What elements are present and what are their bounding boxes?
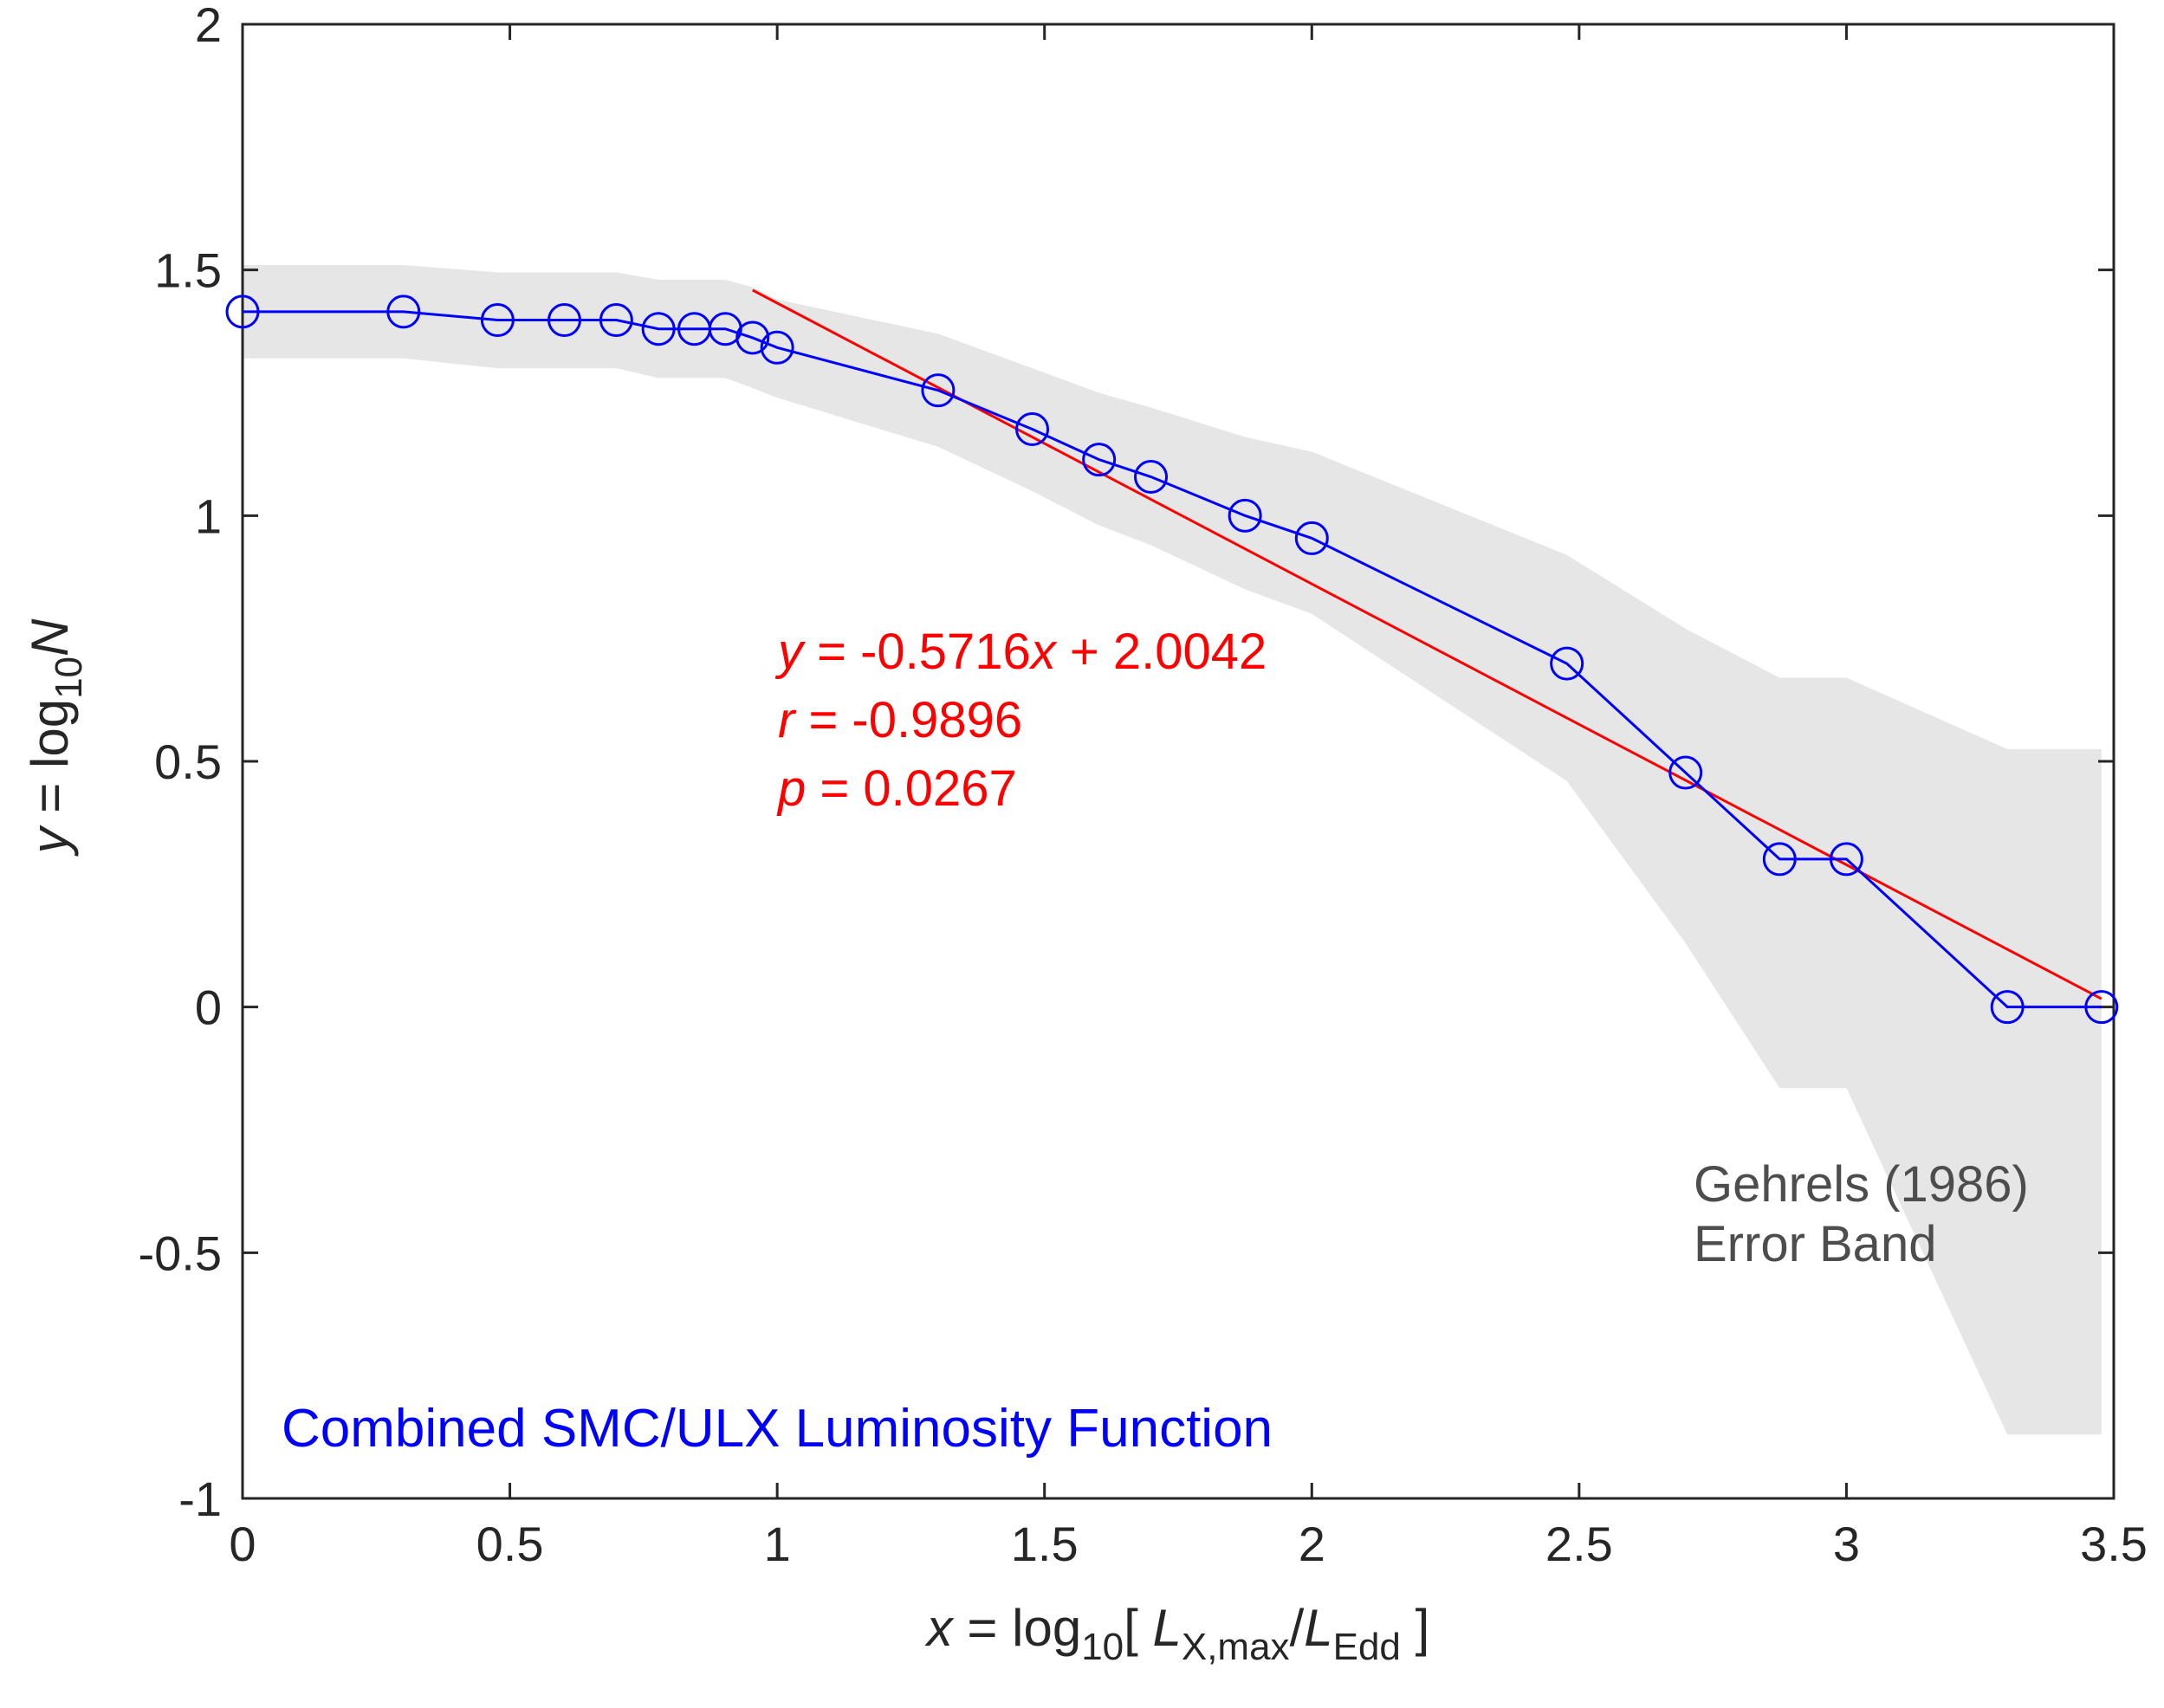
x-tick-label: 1 [764,1517,791,1571]
data-point [641,312,676,346]
data-point [1990,990,2025,1025]
fit-equation: y = -0.5716x + 2.0042 [774,624,1267,680]
data-point [1134,460,1169,495]
series-markers [225,294,2119,1025]
y-axis-label: y = log10N [21,618,90,857]
data-point [386,294,421,329]
series-label: Combined SMC/ULX Luminosity Function [282,1399,1273,1459]
x-axis-label: x = log10[ LX,max/LEdd ] [924,1599,1430,1668]
y-tick-label: 0.5 [154,734,222,789]
data-point [1228,498,1262,533]
data-point [1082,443,1117,477]
x-tick-label: 0.5 [476,1517,544,1571]
axis-tick-labels: 0 0.5 1 1.5 2 2.5 3 3.5 -1 -0.5 0 0.5 1 1.5 2 [139,0,2148,1571]
x-tick-label: 3 [1833,1517,1860,1571]
x-tick-label: 0 [229,1517,256,1571]
fit-p-value: p = 0.0267 [776,760,1017,817]
data-point [1550,646,1584,681]
error-band-label-line1: Gehrels (1986) [1694,1156,2029,1213]
data-point [2084,990,2119,1025]
error-band-label-line2: Error Band [1694,1216,1936,1272]
x-tick-label: 1.5 [1011,1517,1079,1571]
data-point [225,294,260,329]
y-tick-label: 1 [195,488,222,543]
data-point [1762,842,1797,877]
series-line [243,310,2102,1009]
data-point [735,320,770,355]
data-point [921,373,956,408]
y-tick-label: 0 [195,980,222,1035]
data-point [480,303,515,338]
x-tick-label: 3.5 [2080,1517,2148,1571]
data-point [1294,521,1329,555]
data-point [1015,411,1050,446]
data-point [1668,755,1703,790]
data-point [760,330,794,365]
data-point [547,303,582,338]
x-tick-label: 2 [1299,1517,1325,1571]
data-point [599,303,633,338]
y-tick-label: 1.5 [154,243,222,298]
data-point [1829,842,1863,877]
fit-line [752,288,2102,1000]
y-tick-label: 2 [195,0,222,52]
x-tick-label: 2.5 [1545,1517,1613,1571]
error-band [243,264,2102,1435]
y-tick-label: -1 [178,1472,222,1526]
axis-ticks [241,23,2115,1500]
y-tick-label: -0.5 [139,1226,223,1280]
fit-r-value: r = -0.9896 [778,692,1022,748]
